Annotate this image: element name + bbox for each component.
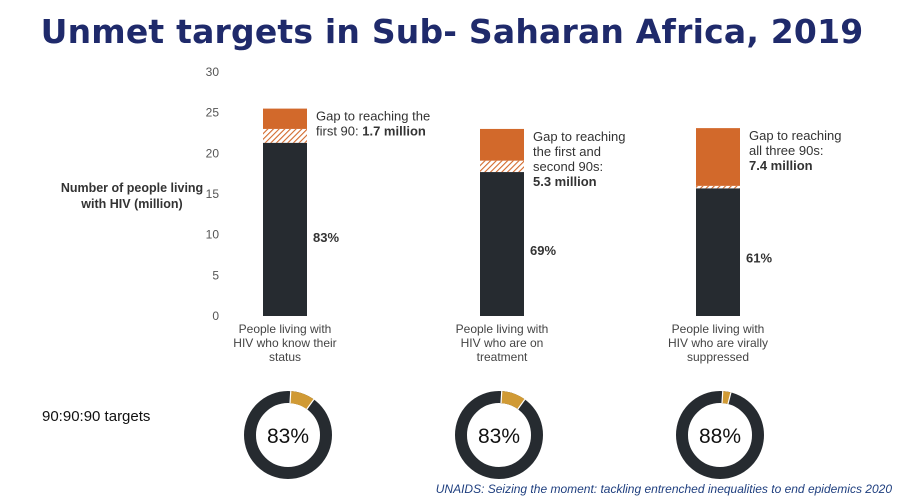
gap-annotation-line: Gap to reaching: [533, 129, 626, 144]
category-label: People living with: [239, 322, 332, 336]
gap-annotation-value: 5.3 million: [533, 174, 597, 189]
bar-percent-label: 69%: [530, 243, 556, 258]
y-tick-label: 15: [206, 187, 220, 201]
category-label: status: [269, 350, 301, 364]
donut-accent-segment: [289, 391, 314, 410]
category-label: HIV who know their: [233, 336, 336, 350]
gap-annotation-line: Gap to reaching the: [316, 109, 430, 124]
y-axis-label: Number of people living with HIV (millio…: [52, 180, 212, 212]
category-label: People living with: [456, 322, 549, 336]
bar-segment: [696, 128, 740, 186]
donut-ring: [455, 391, 543, 479]
chart-title: Unmet targets in Sub- Saharan Africa, 20…: [40, 12, 864, 51]
bar-segment: [263, 142, 307, 316]
donut-label: 88%: [699, 425, 741, 448]
gap-annotation-value: first 90: 1.7 million: [316, 124, 426, 139]
bar-percent-label: 83%: [313, 230, 339, 245]
bar-segment: [480, 172, 524, 316]
donuts: 83% 83% 88%: [244, 391, 764, 479]
y-tick-label: 25: [206, 106, 220, 120]
bar-segment: [480, 160, 524, 173]
donut-label: 83%: [267, 425, 309, 448]
category-label: suppressed: [687, 350, 749, 364]
y-tick-label: 30: [206, 65, 220, 79]
donut-ring: [244, 391, 332, 479]
bar-percent-label: 61%: [746, 251, 772, 266]
gap-annotation-value: 7.4 million: [749, 158, 813, 173]
category-label: HIV who are on: [461, 336, 544, 350]
source-citation: UNAIDS: Seizing the moment: tackling ent…: [435, 482, 892, 496]
y-tick-label: 0: [212, 309, 219, 323]
bar-segment: [696, 188, 740, 316]
donut-label: 83%: [478, 425, 520, 448]
y-tick-label: 10: [206, 228, 220, 242]
bar-segment: [696, 185, 740, 189]
donut-ring: [676, 391, 764, 479]
donut-accent-segment: [500, 391, 525, 410]
targets-label: 90:90:90 targets: [42, 408, 151, 425]
category-label: People living with: [672, 322, 765, 336]
y-tick-label: 5: [212, 268, 219, 282]
gap-annotation-line: the first and: [533, 144, 601, 159]
gap-annotation-line: second 90s:: [533, 159, 603, 174]
category-label: treatment: [477, 350, 528, 364]
donut-accent-segment: [721, 391, 731, 405]
y-axis-label-line-2: with HIV (million): [81, 197, 183, 211]
y-tick-label: 20: [206, 146, 220, 160]
bar-segment: [480, 128, 524, 161]
bar-segment: [263, 128, 307, 143]
bar-segment: [263, 108, 307, 129]
gap-annotation-line: Gap to reaching: [749, 128, 842, 143]
y-axis-label-line-1: Number of people living: [60, 181, 204, 195]
gap-annotation-line: all three 90s:: [749, 143, 823, 158]
category-label: HIV who are virally: [668, 336, 768, 350]
y-axis-ticks: 0 5 10 15 20 25 30: [206, 65, 220, 323]
